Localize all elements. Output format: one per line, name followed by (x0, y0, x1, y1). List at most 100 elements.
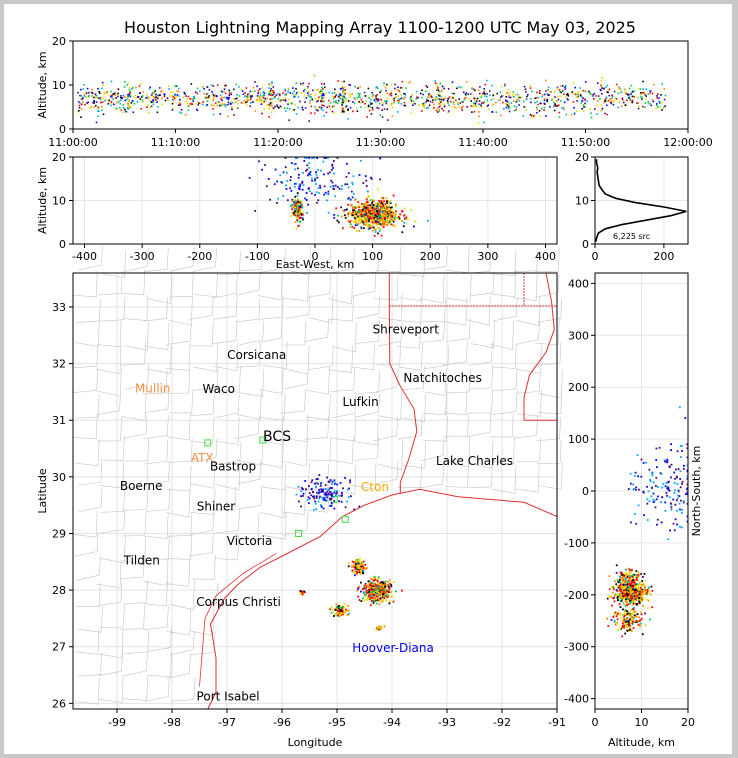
ew-altitude-source (276, 180, 278, 183)
ns-altitude-source (633, 594, 635, 596)
time-altitude-source (262, 95, 264, 97)
time-altitude-source (461, 109, 463, 111)
time-altitude-source (610, 97, 613, 100)
ew-altitude-source (323, 185, 326, 188)
map-lightning-source (335, 603, 338, 605)
time-altitude-source (192, 100, 195, 102)
ew-altitude-source (336, 219, 339, 222)
x-tick-label: 200 (653, 250, 674, 263)
time-altitude-source (110, 104, 112, 107)
time-altitude-source (540, 107, 543, 110)
time-altitude-source (86, 102, 88, 104)
time-altitude-source (225, 84, 227, 87)
map-lightning-source (360, 571, 362, 573)
map-lightning-source (322, 490, 325, 493)
y-tick-label: 26 (52, 697, 66, 710)
map-lightning-source (302, 492, 305, 495)
time-altitude-source (608, 94, 610, 97)
ew-altitude-source (349, 198, 352, 201)
map-lightning-source (376, 580, 379, 583)
time-altitude-source (284, 94, 286, 96)
ew-altitude-source (300, 202, 303, 205)
time-altitude-source (333, 100, 336, 103)
ew-altitude-source (357, 201, 360, 203)
time-altitude-source (258, 99, 261, 102)
ns-altitude-source (621, 589, 624, 592)
time-altitude-source (345, 105, 347, 108)
ew-altitude-source (372, 229, 374, 232)
time-altitude-source (110, 80, 113, 83)
time-altitude-source (621, 99, 624, 101)
time-altitude-source (262, 97, 265, 99)
time-altitude-source (384, 86, 387, 89)
time-altitude-source (175, 96, 178, 98)
time-altitude-source (416, 95, 418, 98)
x-tick-label: -400 (72, 250, 97, 263)
time-altitude-source (341, 104, 343, 106)
time-altitude-source (368, 109, 371, 112)
time-altitude-source (505, 99, 507, 102)
ns-altitude-source (623, 587, 625, 589)
y-tick-label: 0 (582, 485, 589, 498)
time-altitude-source (304, 101, 306, 103)
time-altitude-source (196, 101, 198, 103)
ew-altitude-source (392, 220, 395, 223)
ew-altitude-source (300, 217, 303, 219)
ns-altitude-source (681, 483, 683, 485)
ew-altitude-source (353, 227, 356, 229)
time-altitude-source (502, 94, 504, 97)
map-lightning-source (330, 611, 333, 614)
ew-altitude-source (365, 202, 367, 204)
time-altitude-source (326, 106, 328, 109)
time-altitude-source (191, 102, 193, 104)
map-lightning-source (376, 628, 378, 631)
time-altitude-source (593, 92, 596, 95)
ns-altitude-source (633, 614, 636, 617)
time-altitude-source (93, 100, 96, 103)
time-altitude-source (231, 108, 233, 111)
time-altitude-source (343, 90, 345, 92)
ns-altitude-source (624, 604, 627, 607)
time-altitude-source (177, 90, 180, 93)
ew-altitude-source (382, 208, 385, 211)
map-lightning-source (316, 491, 318, 494)
time-altitude-source (251, 95, 253, 97)
map-lightning-source (378, 592, 380, 594)
ew-altitude-source (298, 188, 301, 191)
ew-altitude-source (360, 159, 362, 162)
time-altitude-source (539, 115, 542, 117)
time-altitude-source (611, 94, 613, 97)
ns-altitude-source (630, 592, 633, 595)
ns-altitude-source (620, 593, 623, 596)
map-lightning-source (365, 568, 367, 571)
x-tick-label: -98 (163, 716, 181, 729)
time-altitude-source (545, 115, 547, 117)
time-altitude-source (154, 90, 157, 92)
map-lightning-source (389, 591, 392, 594)
map-lightning-source (353, 566, 356, 568)
time-altitude-source (302, 82, 305, 85)
ew-altitude-source (378, 211, 381, 214)
ew-altitude-source (336, 186, 339, 188)
time-altitude-source (611, 96, 614, 98)
time-altitude-source (649, 90, 652, 92)
map-lightning-source (360, 590, 362, 593)
ns-altitude-source (619, 600, 622, 603)
map-lightning-source (353, 508, 355, 511)
time-altitude-source (663, 88, 666, 90)
ew-altitude-source (365, 198, 368, 201)
time-altitude-source (342, 86, 345, 88)
ew-altitude-source (351, 212, 354, 215)
time-altitude-source (260, 96, 262, 98)
ew-altitude-source (369, 211, 372, 214)
time-altitude-source (171, 109, 174, 111)
ew-altitude-source (399, 213, 402, 216)
time-altitude-source (237, 103, 239, 105)
ns-altitude-source (622, 582, 625, 584)
ew-altitude-source (297, 198, 299, 201)
ew-altitude-source (407, 218, 409, 221)
time-altitude-source (376, 98, 378, 100)
time-altitude-source (593, 98, 595, 100)
ew-altitude-source (327, 157, 329, 159)
time-altitude-source (301, 92, 303, 94)
